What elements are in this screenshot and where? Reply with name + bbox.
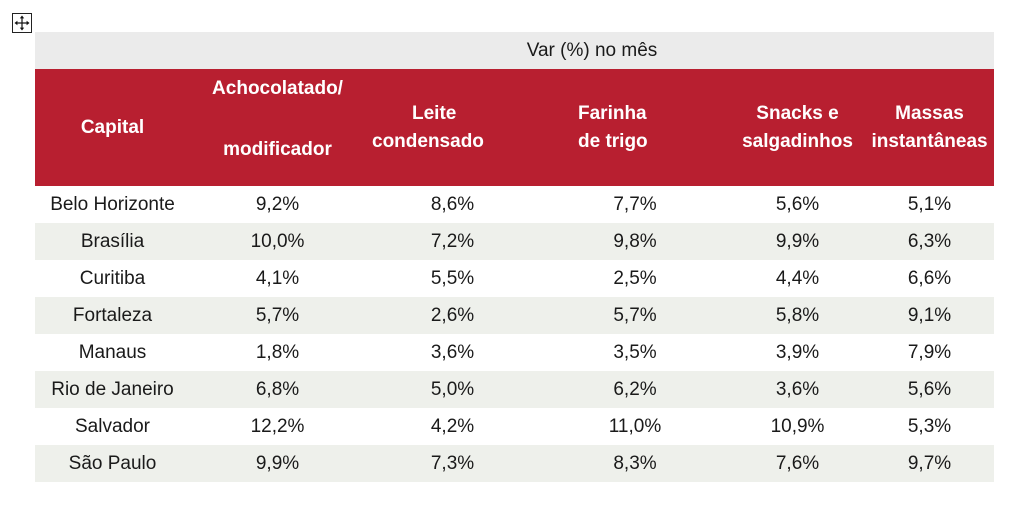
- column-header-row: Capital Achocolatado/ modificador Leite …: [35, 69, 995, 186]
- city-cell: Brasília: [35, 223, 190, 260]
- column-header-line1: Farinha: [578, 102, 647, 124]
- column-header-massas: Massas instantâneas: [865, 69, 995, 186]
- value-cell: 5,7%: [190, 297, 365, 334]
- value-cell: 5,0%: [365, 371, 540, 408]
- value-cell: 1,8%: [255, 341, 300, 363]
- column-header-line1: Achocolatado/: [212, 78, 343, 99]
- city-cell: Belo Horizonte: [50, 193, 175, 215]
- value-cell: 11,0%: [608, 415, 662, 437]
- table-row: Salvador 12,2% 4,2% 11,0% 10,9% 5,3%: [35, 408, 994, 445]
- table-row: Fortaleza 5,7% 2,6% 5,7% 5,8% 9,1%: [35, 297, 995, 334]
- value-cell: 6,8%: [190, 371, 365, 408]
- value-cell: 9,8%: [540, 223, 730, 260]
- column-header-achocolatado: Achocolatado/ modificador: [190, 69, 365, 186]
- table-row: Curitiba 4,1% 5,5% 2,5% 4,4% 6,6%: [35, 260, 994, 297]
- table-row: Belo Horizonte 9,2% 8,6% 7,7% 5,6% 5,1%: [35, 186, 994, 223]
- value-cell: 8,3%: [540, 445, 730, 482]
- move-arrows-glyph: [14, 15, 30, 31]
- value-cell: 5,6%: [775, 193, 820, 215]
- value-cell: 8,6%: [430, 193, 475, 215]
- table-row: Rio de Janeiro 6,8% 5,0% 6,2% 3,6% 5,6%: [35, 371, 995, 408]
- value-cell: 7,6%: [730, 445, 865, 482]
- value-cell: 3,5%: [613, 341, 657, 363]
- column-header-capital: Capital: [35, 69, 190, 186]
- column-header-line1: Leite: [412, 102, 457, 124]
- city-cell: São Paulo: [35, 445, 190, 482]
- move-arrows-icon[interactable]: [12, 13, 32, 33]
- super-header: Var (%) no mês: [190, 32, 995, 69]
- value-cell: 7,2%: [365, 223, 540, 260]
- column-header-label: Capital: [80, 116, 145, 138]
- value-cell: 5,1%: [907, 193, 952, 215]
- super-header-spacer: [35, 32, 190, 69]
- value-cell: 4,2%: [430, 415, 475, 437]
- column-header-line2: instantâneas: [871, 130, 988, 152]
- column-header-line2: salgadinhos: [742, 130, 853, 152]
- column-header-line2: de trigo: [578, 130, 648, 152]
- value-cell: 9,2%: [255, 193, 300, 215]
- value-cell: 7,9%: [907, 341, 952, 363]
- value-cell: 5,5%: [430, 267, 475, 289]
- value-cell: 6,3%: [865, 223, 995, 260]
- value-cell: 4,4%: [775, 267, 820, 289]
- column-header-snacks: Snacks e salgadinhos: [730, 69, 865, 186]
- value-cell: 12,2%: [250, 415, 305, 437]
- value-cell: 9,9%: [730, 223, 865, 260]
- city-cell: Curitiba: [79, 267, 146, 289]
- value-cell: 6,2%: [540, 371, 730, 408]
- value-cell: 5,8%: [730, 297, 865, 334]
- column-header-line2: modificador: [223, 138, 332, 160]
- city-cell: Rio de Janeiro: [35, 371, 190, 408]
- value-cell: 2,5%: [613, 267, 657, 289]
- value-cell: 7,3%: [365, 445, 540, 482]
- table-row: Manaus 1,8% 3,6% 3,5% 3,9% 7,9%: [35, 334, 994, 371]
- table-row: São Paulo 9,9% 7,3% 8,3% 7,6% 9,7%: [35, 445, 995, 482]
- value-cell: 5,3%: [907, 415, 952, 437]
- value-cell: 7,7%: [613, 193, 657, 215]
- column-header-line2: condensado: [372, 130, 484, 152]
- value-cell: 10,0%: [190, 223, 365, 260]
- price-variation-table: Var (%) no mês Capital Achocolatado/ mod…: [35, 32, 995, 482]
- city-cell: Fortaleza: [35, 297, 190, 334]
- city-cell: Salvador: [75, 415, 150, 437]
- value-cell: 5,6%: [865, 371, 995, 408]
- column-header-line1: Massas: [895, 102, 964, 124]
- value-cell: 9,9%: [190, 445, 365, 482]
- value-cell: 10,9%: [770, 415, 825, 437]
- city-cell: Manaus: [78, 341, 147, 363]
- value-cell: 3,6%: [430, 341, 475, 363]
- column-header-line1: Snacks e: [756, 102, 839, 124]
- value-cell: 9,7%: [865, 445, 995, 482]
- column-header-leite-condensado: Leite condensado: [365, 69, 540, 186]
- table-row: Brasília 10,0% 7,2% 9,8% 9,9% 6,3%: [35, 223, 995, 260]
- value-cell: 4,1%: [255, 267, 300, 289]
- value-cell: 5,7%: [540, 297, 730, 334]
- value-cell: 3,9%: [775, 341, 820, 363]
- value-cell: 6,6%: [907, 267, 952, 289]
- value-cell: 3,6%: [730, 371, 865, 408]
- value-cell: 9,1%: [865, 297, 995, 334]
- super-header-row: Var (%) no mês: [35, 32, 995, 69]
- value-cell: 2,6%: [365, 297, 540, 334]
- column-header-farinha-de-trigo: Farinha de trigo: [540, 69, 730, 186]
